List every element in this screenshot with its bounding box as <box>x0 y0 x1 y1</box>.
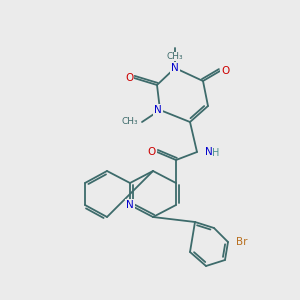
Text: N: N <box>205 147 213 157</box>
Text: O: O <box>148 147 156 157</box>
Text: N: N <box>126 200 134 210</box>
Text: O: O <box>221 66 229 76</box>
Text: O: O <box>125 73 133 83</box>
Text: CH₃: CH₃ <box>167 52 183 61</box>
Text: N: N <box>154 105 162 115</box>
Text: CH₃: CH₃ <box>122 118 138 127</box>
Text: H: H <box>212 148 219 158</box>
Text: N: N <box>171 63 179 73</box>
Text: Br: Br <box>236 237 248 247</box>
